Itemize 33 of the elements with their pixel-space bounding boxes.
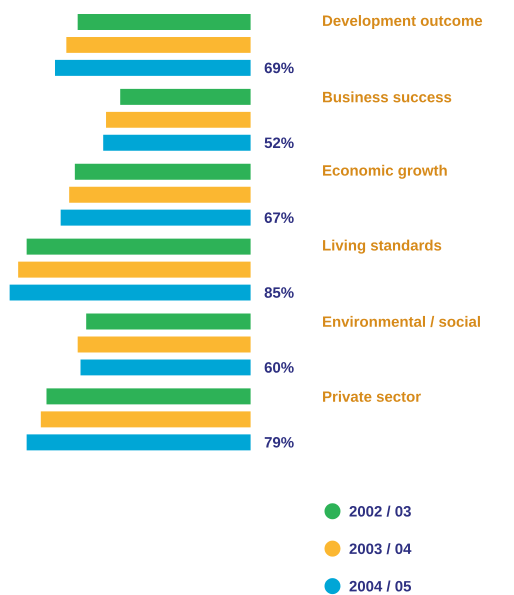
data-label: 60% (264, 362, 294, 373)
legend-label: 2002 / 03 (349, 506, 411, 517)
bar (74, 164, 251, 180)
y-tick-label: Business success (322, 91, 452, 102)
y-tick-label: Environmental / social (322, 316, 480, 328)
bar (26, 238, 251, 255)
data-label: 67% (264, 212, 294, 223)
bar (46, 388, 251, 404)
data-label: 79% (264, 437, 294, 448)
bar (60, 210, 251, 226)
bar (106, 112, 251, 128)
bar (78, 14, 251, 30)
bar (18, 262, 251, 278)
legend-label: 2004 / 05 (349, 580, 411, 592)
y-tick-label: Private sector (322, 390, 421, 402)
bar (103, 134, 251, 151)
legend-label: 2003 / 04 (349, 543, 412, 554)
y-tick-label: Living standards (322, 240, 442, 254)
y-tick-label: Economic growth (322, 164, 447, 179)
bar (54, 60, 251, 76)
data-label: 69% (264, 62, 294, 74)
bar (86, 314, 251, 330)
bar (40, 411, 251, 428)
bar (66, 36, 251, 53)
bar (120, 88, 251, 105)
data-label: 85% (264, 287, 294, 298)
bar (10, 284, 251, 301)
bar (26, 434, 251, 450)
bar (69, 186, 251, 203)
bar (80, 359, 251, 376)
y-tick-label: Development outcome (322, 14, 482, 29)
data-label: 52% (264, 137, 294, 148)
bar (78, 336, 251, 352)
